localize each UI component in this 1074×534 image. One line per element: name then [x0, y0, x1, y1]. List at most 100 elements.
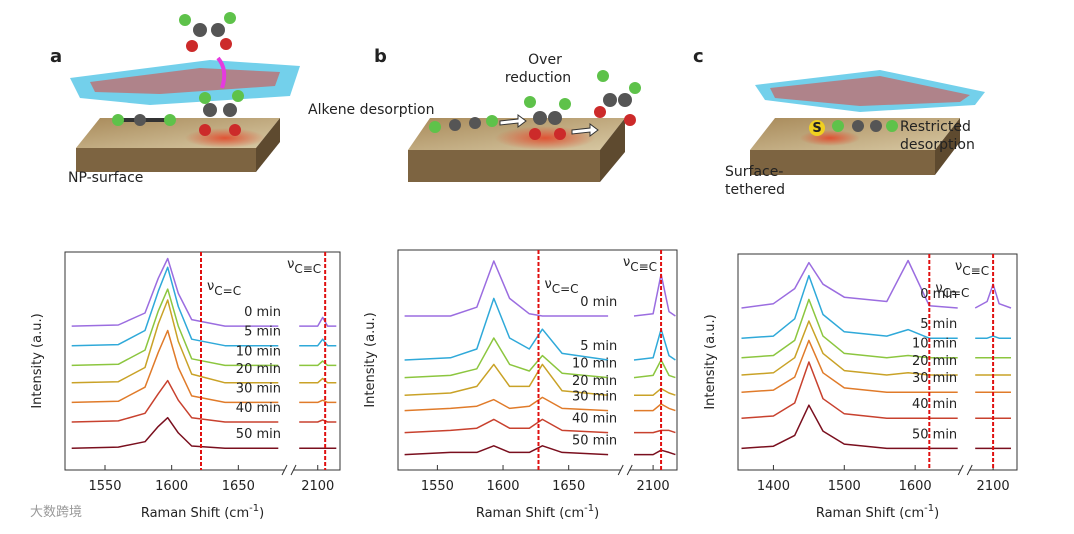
series-label: 10 min — [572, 357, 617, 372]
spectrum — [404, 363, 676, 396]
y-axis-label: Intensity (a.u.) — [363, 312, 378, 407]
axis-break-gap — [285, 467, 293, 473]
y-axis-label: Intensity (a.u.) — [703, 314, 718, 409]
illustration-c — [750, 70, 985, 175]
series-label: 0 min — [580, 295, 617, 310]
x-axis-label-part: ) — [259, 506, 264, 521]
x-axis-label-part: ) — [934, 506, 939, 521]
annotation-sub: C≡C — [962, 264, 989, 278]
annotation: νC=C — [544, 277, 578, 296]
annotation-sub: C=C — [943, 286, 970, 300]
annotation-symbol: ν — [207, 279, 214, 294]
series-label: 20 min — [236, 362, 281, 377]
spectrum — [71, 329, 337, 404]
x-axis-label: Raman Shift (cm-1) — [141, 503, 264, 521]
illustration-label: tethered — [725, 182, 785, 198]
x-axis-label: Raman Shift (cm-1) — [476, 503, 599, 521]
x-axis-label-part: Raman Shift (cm — [141, 506, 249, 521]
spectrum — [741, 274, 1011, 339]
watermark: 大数跨境 — [30, 505, 82, 520]
spectrum — [71, 266, 337, 347]
illustration-label: NP-surface — [68, 170, 143, 186]
spectrum — [741, 404, 1011, 450]
annotation-symbol: ν — [623, 255, 630, 270]
annotation-sub: C=C — [214, 284, 241, 298]
annotation-symbol: ν — [544, 277, 551, 292]
x-axis-label-part: -1 — [584, 503, 594, 514]
annotation: νC≡C — [287, 257, 321, 276]
series-label: 50 min — [572, 434, 617, 449]
spectrum — [741, 361, 1011, 419]
x-tick-label: 1650 — [552, 479, 585, 494]
illustration-b — [408, 70, 641, 182]
axis-break — [957, 464, 973, 476]
annotation-sub: C=C — [552, 282, 579, 296]
plot-frame — [737, 253, 1018, 471]
annotation-sub: C≡C — [630, 260, 657, 274]
x-tick-label: 2100 — [637, 479, 670, 494]
annotation-symbol: ν — [955, 259, 962, 274]
x-tick-label: 1550 — [88, 479, 121, 494]
annotation: νC≡C — [955, 259, 989, 278]
spectrum — [71, 257, 337, 327]
series-label: 20 min — [912, 354, 957, 369]
x-tick-label: 1550 — [421, 479, 454, 494]
x-tick-label: 2100 — [977, 479, 1010, 494]
annotation: νC=C — [207, 279, 241, 298]
axis-break-gap — [961, 467, 970, 473]
series-label: 0 min — [244, 305, 281, 320]
series-label: 10 min — [912, 337, 957, 352]
series-label: 20 min — [572, 374, 617, 389]
illustration-label: desorption — [900, 137, 975, 153]
x-axis-label: Raman Shift (cm-1) — [816, 503, 939, 521]
x-tick-label: 1600 — [486, 479, 519, 494]
illustration-label: Restricted — [900, 119, 971, 135]
series-label: 10 min — [236, 344, 281, 359]
series-label: 30 min — [236, 381, 281, 396]
illustration-label: Surface- — [725, 164, 783, 180]
axis-break — [281, 464, 297, 476]
x-axis-label-part: Raman Shift (cm — [816, 506, 924, 521]
x-tick-label: 1600 — [155, 479, 188, 494]
annotation-symbol: ν — [935, 281, 942, 296]
series-label: 40 min — [236, 401, 281, 416]
x-tick-label: 1600 — [899, 479, 932, 494]
annotation: νC≡C — [623, 255, 657, 274]
x-tick-label: 1500 — [828, 479, 861, 494]
annotation: νC=C — [935, 281, 969, 300]
spectrum — [71, 379, 337, 423]
spectrum — [404, 445, 676, 456]
series-label: 5 min — [920, 317, 957, 332]
sulfur-label: S — [812, 121, 821, 136]
spectrum — [71, 288, 337, 367]
panel-label: c — [693, 46, 704, 67]
series-label: 50 min — [912, 427, 957, 442]
plot-frame — [64, 251, 341, 471]
illustration-a — [70, 12, 300, 172]
series-label: 5 min — [580, 339, 617, 354]
annotation-sub: C≡C — [294, 262, 321, 276]
annotation-symbol: ν — [287, 257, 294, 272]
illustration-label-line: Alkene desorption — [308, 102, 434, 118]
series-label: 50 min — [236, 427, 281, 442]
x-axis-label-part: ) — [594, 506, 599, 521]
series-label: 30 min — [572, 390, 617, 405]
illustration-label: Alkene desorption — [308, 102, 434, 118]
spectrum — [404, 418, 676, 434]
axis-break — [617, 464, 633, 476]
panel-label: a — [50, 46, 62, 67]
spectrum — [71, 416, 337, 449]
panel-label: b — [374, 46, 387, 67]
illustration-label: Over — [528, 52, 562, 68]
series-label: 30 min — [912, 371, 957, 386]
x-axis-label-part: Raman Shift (cm — [476, 506, 584, 521]
x-axis-label-part: -1 — [249, 503, 259, 514]
x-tick-label: 1400 — [757, 479, 790, 494]
series-label: 40 min — [572, 412, 617, 427]
x-axis-label-part: -1 — [924, 503, 934, 514]
spectrum — [404, 396, 676, 412]
series-label: 40 min — [912, 397, 957, 412]
spectrum — [71, 299, 337, 384]
x-tick-label: 2100 — [301, 479, 334, 494]
